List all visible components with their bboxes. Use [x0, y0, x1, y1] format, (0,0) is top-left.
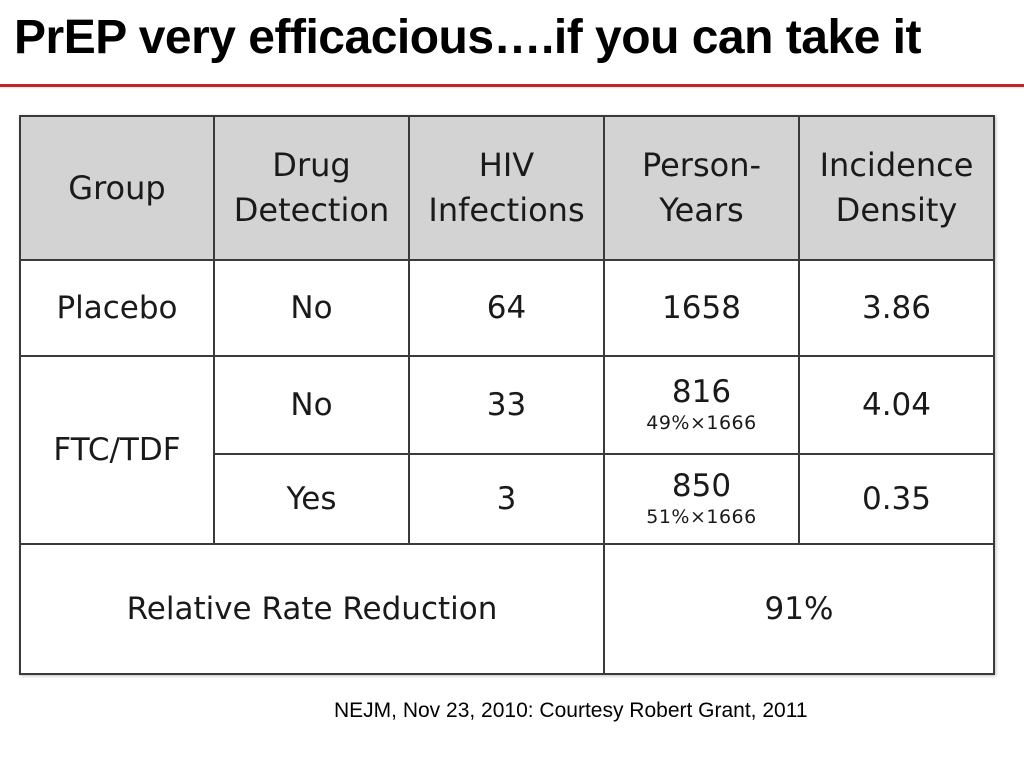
header-person-years: Person-Years: [603, 115, 800, 261]
person-years-note: 49%×1666: [646, 412, 757, 435]
header-hiv-infections: HIV Infections: [408, 115, 605, 261]
cell-incidence-density: 0.35: [798, 453, 995, 545]
slide-title: PrEP very efficacious….if you can take i…: [14, 11, 922, 64]
cell-hiv-infections: 33: [408, 355, 605, 455]
cell-rrr-value: 91%: [603, 543, 995, 675]
title-divider-shadow: [0, 87, 1024, 89]
cell-rrr-label: Relative Rate Reduction: [19, 543, 605, 675]
title-divider: [0, 84, 1024, 87]
table-row-placebo: Placebo No 64 1658 3.86: [19, 259, 995, 357]
table-header-row: Group Drug Detection HIV Infections Pers…: [19, 115, 995, 261]
cell-person-years: 1658: [603, 259, 800, 357]
cell-person-years: 850 51%×1666: [603, 453, 800, 545]
cell-person-years: 816 49%×1666: [603, 355, 800, 455]
prep-results-table: Group Drug Detection HIV Infections Pers…: [19, 115, 995, 675]
header-group: Group: [19, 115, 215, 261]
cell-incidence-density: 3.86: [798, 259, 995, 357]
header-drug-detection: Drug Detection: [213, 115, 410, 261]
cell-group-placebo: Placebo: [19, 259, 215, 357]
table-row-ftc-tdf-no: FTC/TDF No 33 816 49%×1666 4.04: [19, 355, 995, 545]
person-years-note: 51%×1666: [646, 506, 757, 529]
citation: NEJM, Nov 23, 2010: Courtesy Robert Gran…: [334, 699, 808, 722]
cell-incidence-density: 4.04: [798, 355, 995, 455]
cell-hiv-infections: 64: [408, 259, 605, 357]
table-row-relative-rate-reduction: Relative Rate Reduction 91%: [19, 543, 995, 675]
person-years-value: 850: [671, 467, 732, 504]
cell-group-ftc-tdf: FTC/TDF: [19, 355, 215, 545]
cell-drug-detection: Yes: [213, 453, 410, 545]
cell-hiv-infections: 3: [408, 453, 605, 545]
table-row-ftc-tdf-yes: Yes 3 850 51%×1666 0.35: [20, 453, 995, 545]
cell-drug-detection: No: [213, 355, 410, 455]
person-years-value: 816: [671, 373, 732, 410]
cell-drug-detection: No: [213, 259, 410, 357]
header-incidence-density: Incidence Density: [798, 115, 995, 261]
